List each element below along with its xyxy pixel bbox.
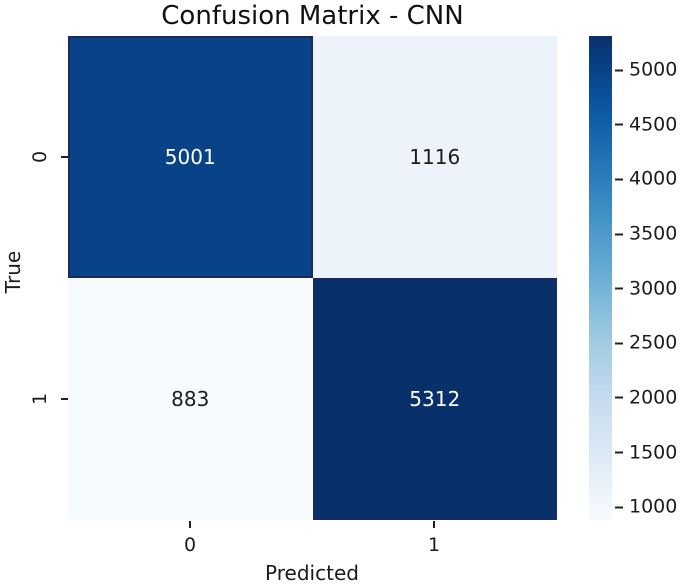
- colorbar-tick: 3500: [615, 222, 678, 245]
- colorbar-tick-mark: [615, 178, 623, 181]
- heatmap-cell-true1-pred1: 5312: [312, 278, 557, 520]
- colorbar-tick-label: 4000: [629, 167, 678, 190]
- colorbar-tick-label: 4500: [629, 113, 678, 136]
- colorbar-tick-label: 3500: [629, 222, 678, 245]
- y-axis-tick-label-0: 0: [29, 150, 51, 164]
- colorbar-tick: 4500: [615, 115, 677, 134]
- colorbar-tick-mark: [615, 396, 623, 399]
- colorbar-tick: 1500: [615, 443, 677, 462]
- colorbar-tick-mark: [615, 342, 623, 345]
- x-axis-tick-label-1: 1: [427, 534, 441, 556]
- y-axis-tick-mark-1: [61, 398, 68, 400]
- y-axis-tick-mark-0: [61, 156, 68, 158]
- colorbar-tick: 1000: [615, 495, 678, 518]
- colorbar-tick-label: 2500: [629, 331, 678, 354]
- heatmap-cell-true0-pred1: 1116: [312, 36, 557, 278]
- colorbar-tick: 5000: [615, 58, 678, 81]
- colorbar-tick-label: 2000: [629, 386, 678, 409]
- heatmap-cell-true1-pred0: 883: [68, 278, 313, 520]
- chart-title: Confusion Matrix - CNN: [161, 1, 464, 31]
- colorbar-tick-mark: [615, 451, 623, 454]
- colorbar-tick-label: 3000: [629, 277, 678, 300]
- x-axis-title: Predicted: [265, 561, 359, 585]
- colorbar-tick-mark: [615, 233, 623, 236]
- x-axis-tick-mark-0: [189, 521, 191, 528]
- colorbar-tick: 3000: [615, 279, 677, 298]
- heatmap-grid: 5001 1116 883 5312: [68, 36, 557, 520]
- colorbar-tick-label: 1500: [629, 441, 678, 464]
- colorbar-tick-mark: [615, 123, 623, 126]
- colorbar-tick-label: 1000: [629, 495, 678, 518]
- colorbar-tick-label: 5000: [629, 58, 678, 81]
- colorbar-tick-mark: [615, 287, 623, 290]
- x-axis-tick-label-0: 0: [183, 534, 197, 556]
- y-axis-title: True: [1, 250, 25, 294]
- colorbar-tick: 4000: [615, 167, 678, 190]
- colorbar-ticks: 1000 1500 2000 2500 3000 3500 4000 4500 5000: [589, 36, 685, 520]
- colorbar-tick-mark: [615, 506, 623, 509]
- heatmap-cell-true0-pred0: 5001: [68, 36, 313, 278]
- colorbar-tick: 2500: [615, 331, 678, 354]
- y-axis-tick-label-1: 1: [29, 392, 51, 406]
- colorbar: [589, 36, 612, 520]
- x-axis-tick-mark-1: [433, 521, 435, 528]
- colorbar-tick-mark: [615, 69, 623, 72]
- colorbar-tick: 2000: [615, 388, 677, 407]
